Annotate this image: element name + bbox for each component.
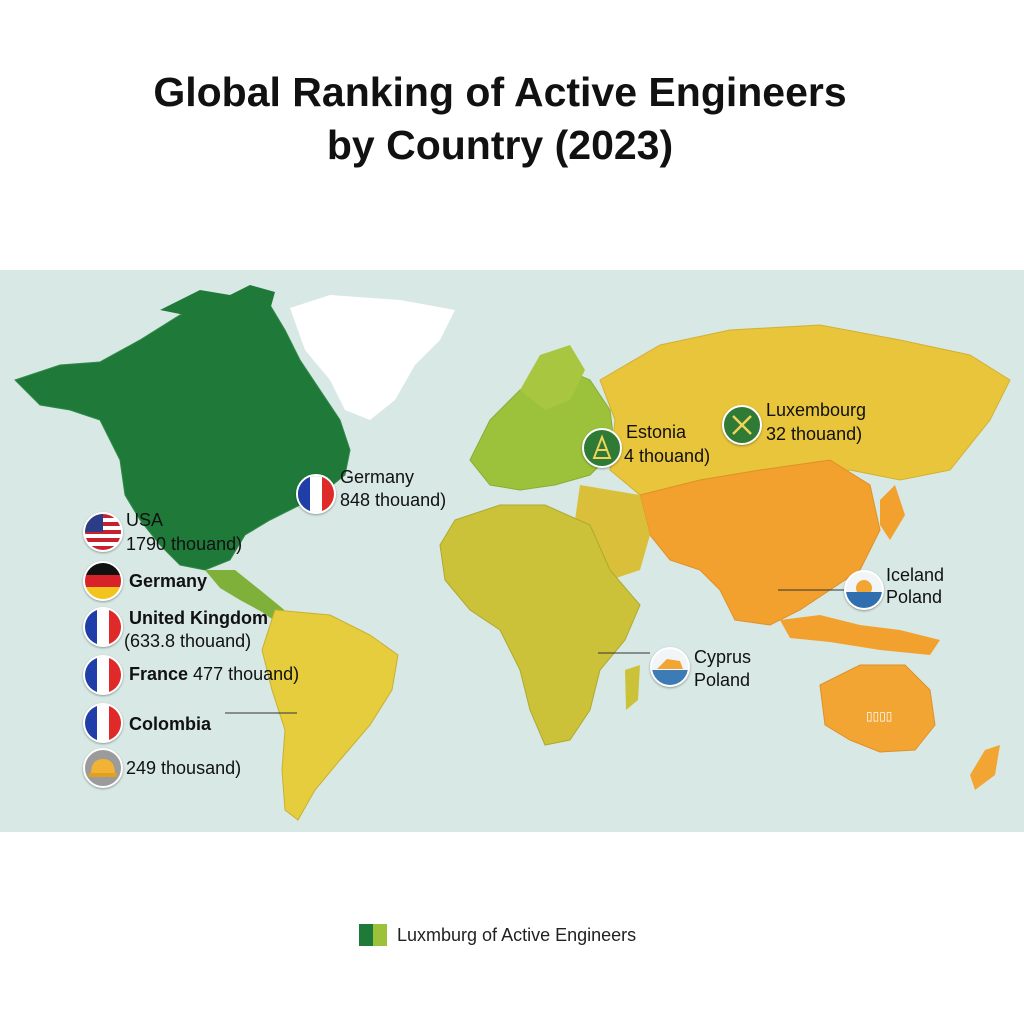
island-icon (650, 647, 690, 687)
region-north-america-islands (160, 285, 275, 318)
label-estonia-value: 4 thouand) (624, 446, 711, 466)
map-title: Global Ranking of Active Engineers by Co… (0, 66, 1000, 172)
legend: Luxmburg of Active Engineers (359, 922, 636, 948)
france-flag-icon (296, 474, 336, 514)
ranking-4-value: 477 thouand) (193, 664, 300, 684)
title-line-2: by Country (2023) (326, 122, 674, 168)
france-flag-icon (83, 607, 123, 647)
label-germany-atlantic-value: 848 thouand) (340, 490, 447, 510)
region-australia (819, 664, 936, 753)
title-line-1: Global Ranking of Active Engineers (153, 69, 847, 115)
world-map (0, 270, 1024, 832)
ranking-1-name: USA (126, 510, 164, 530)
region-south-america (261, 609, 399, 821)
label-iceland-value: Poland (886, 587, 943, 607)
region-central-america (205, 570, 295, 626)
label-germany-atlantic-name: Germany (340, 467, 415, 487)
ranking-5-name: Colombia (129, 714, 212, 734)
label-cyprus-name: Cyprus (694, 647, 752, 667)
hard-hat-icon (83, 748, 123, 788)
region-scandinavia (520, 345, 585, 410)
ranking-3-value: (633.8 thouand) (124, 631, 252, 651)
region-japan (880, 485, 905, 540)
region-new-zealand (970, 745, 1000, 790)
label-estonia-name: Estonia (626, 422, 687, 442)
ranking-4-name: France (129, 664, 189, 684)
region-asia-south (639, 459, 881, 626)
label-australia-tag: ▯▯▯▯ (866, 709, 893, 723)
label-luxembourg-name: Luxembourg (766, 400, 867, 420)
france-flag-icon (83, 703, 123, 743)
ranking-3-name: United Kingdom (129, 608, 268, 628)
ranking-6-value: 249 thousand) (126, 758, 242, 778)
ranking-4: France 477 thouand) (129, 663, 299, 685)
germany-flag-icon (83, 561, 123, 601)
label-luxembourg-value: 32 thouand) (766, 424, 863, 444)
label-iceland-name: Iceland (886, 565, 945, 585)
legend-swatch (359, 924, 387, 946)
legend-label: Luxmburg of Active Engineers (397, 924, 637, 945)
region-indonesia (780, 615, 940, 655)
region-madagascar (625, 665, 640, 710)
region-africa (439, 504, 641, 746)
france-flag-icon (83, 655, 123, 695)
sun-sea-icon (844, 570, 884, 610)
usa-flag-icon (83, 512, 123, 552)
crossed-tools-icon (722, 405, 762, 445)
region-asia-north (599, 324, 1011, 501)
region-greenland (290, 295, 455, 420)
label-cyprus-value: Poland (694, 670, 751, 690)
tower-icon (582, 428, 622, 468)
world-map-svg (0, 270, 1024, 832)
ranking-1-value: 1790 thouand) (126, 534, 243, 554)
ranking-2-name: Germany (129, 571, 208, 591)
